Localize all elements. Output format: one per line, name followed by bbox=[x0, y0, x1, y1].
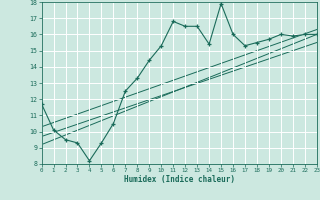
X-axis label: Humidex (Indice chaleur): Humidex (Indice chaleur) bbox=[124, 175, 235, 184]
